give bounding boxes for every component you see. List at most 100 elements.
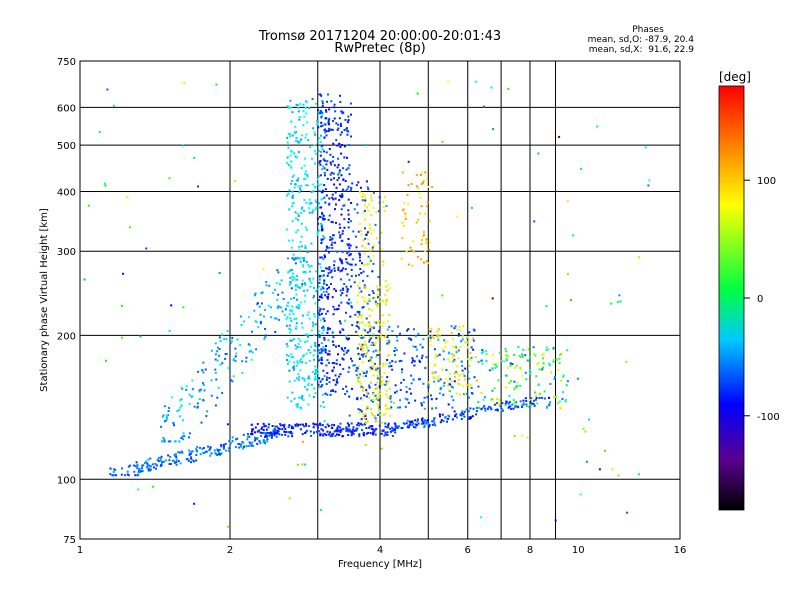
data-point	[336, 129, 339, 131]
data-point	[364, 324, 367, 327]
data-point	[480, 391, 483, 394]
data-point	[374, 223, 377, 226]
data-point	[310, 434, 313, 437]
data-point	[353, 364, 356, 367]
data-point	[411, 264, 414, 267]
data-point	[579, 493, 582, 496]
data-point	[284, 428, 287, 430]
data-point	[316, 424, 319, 427]
data-point	[346, 129, 349, 132]
data-point	[383, 335, 386, 338]
data-point	[408, 420, 411, 423]
data-point	[521, 374, 524, 377]
data-point	[338, 143, 340, 146]
data-point	[327, 433, 330, 436]
data-point	[341, 269, 343, 272]
data-point	[350, 285, 352, 288]
data-point	[381, 325, 384, 328]
data-point	[346, 121, 349, 124]
data-point	[288, 189, 291, 192]
data-point	[357, 284, 359, 287]
data-point	[296, 212, 299, 215]
data-point	[310, 190, 313, 193]
data-point	[320, 270, 323, 272]
data-point	[126, 196, 129, 199]
data-point	[425, 356, 428, 359]
data-point	[340, 152, 343, 155]
data-point	[365, 301, 368, 303]
data-point	[322, 329, 325, 332]
data-point	[441, 294, 444, 297]
data-point	[356, 294, 359, 297]
data-point	[457, 357, 460, 360]
data-point	[312, 277, 315, 280]
data-point	[374, 383, 377, 386]
data-point	[456, 328, 459, 331]
data-point	[300, 208, 303, 211]
data-point	[278, 428, 281, 430]
data-point	[284, 433, 287, 436]
data-point	[234, 446, 237, 449]
data-point	[400, 359, 403, 362]
data-point	[182, 144, 184, 147]
data-point	[386, 426, 389, 429]
data-point	[433, 348, 436, 351]
data-point	[315, 290, 318, 293]
data-point	[373, 229, 376, 232]
data-point	[218, 453, 220, 456]
y-tick-label: 75	[63, 535, 76, 546]
data-point	[326, 100, 329, 103]
data-point	[443, 358, 445, 361]
data-point	[339, 257, 342, 260]
data-point	[240, 323, 243, 326]
data-point	[430, 327, 433, 330]
data-point	[146, 462, 149, 465]
data-point	[426, 396, 429, 399]
data-point	[337, 171, 340, 174]
data-point	[332, 344, 335, 346]
data-point	[234, 355, 237, 358]
data-point	[367, 255, 370, 258]
data-point	[387, 354, 390, 357]
data-point	[644, 146, 647, 149]
data-point	[440, 419, 443, 421]
data-point	[379, 296, 382, 299]
data-point	[358, 411, 361, 414]
data-point	[171, 396, 174, 399]
data-point	[337, 173, 340, 176]
data-point	[331, 370, 334, 373]
data-point	[377, 276, 380, 279]
data-point	[431, 335, 434, 338]
data-point	[390, 406, 393, 409]
data-point	[363, 394, 366, 397]
data-point	[279, 422, 282, 425]
data-point	[435, 397, 438, 400]
data-point	[295, 405, 298, 408]
data-point	[462, 384, 465, 387]
data-point	[405, 422, 408, 425]
data-point	[305, 430, 308, 433]
data-point	[468, 417, 471, 420]
data-point	[360, 418, 363, 421]
data-point	[445, 369, 448, 371]
data-point	[198, 389, 201, 392]
data-point	[358, 327, 361, 330]
data-point	[423, 396, 426, 399]
data-point	[333, 177, 335, 180]
data-point	[322, 291, 325, 293]
data-point	[348, 278, 351, 281]
data-point	[385, 300, 388, 303]
data-point	[364, 197, 366, 200]
data-point	[319, 508, 322, 511]
data-point	[362, 355, 365, 358]
data-point	[347, 198, 350, 201]
data-point	[489, 406, 492, 409]
data-point	[374, 367, 377, 370]
data-point	[491, 353, 494, 356]
data-point	[330, 128, 332, 131]
data-point	[453, 327, 456, 330]
data-point	[214, 452, 217, 455]
data-point	[384, 195, 386, 198]
data-point	[384, 431, 387, 434]
data-point	[393, 428, 396, 431]
